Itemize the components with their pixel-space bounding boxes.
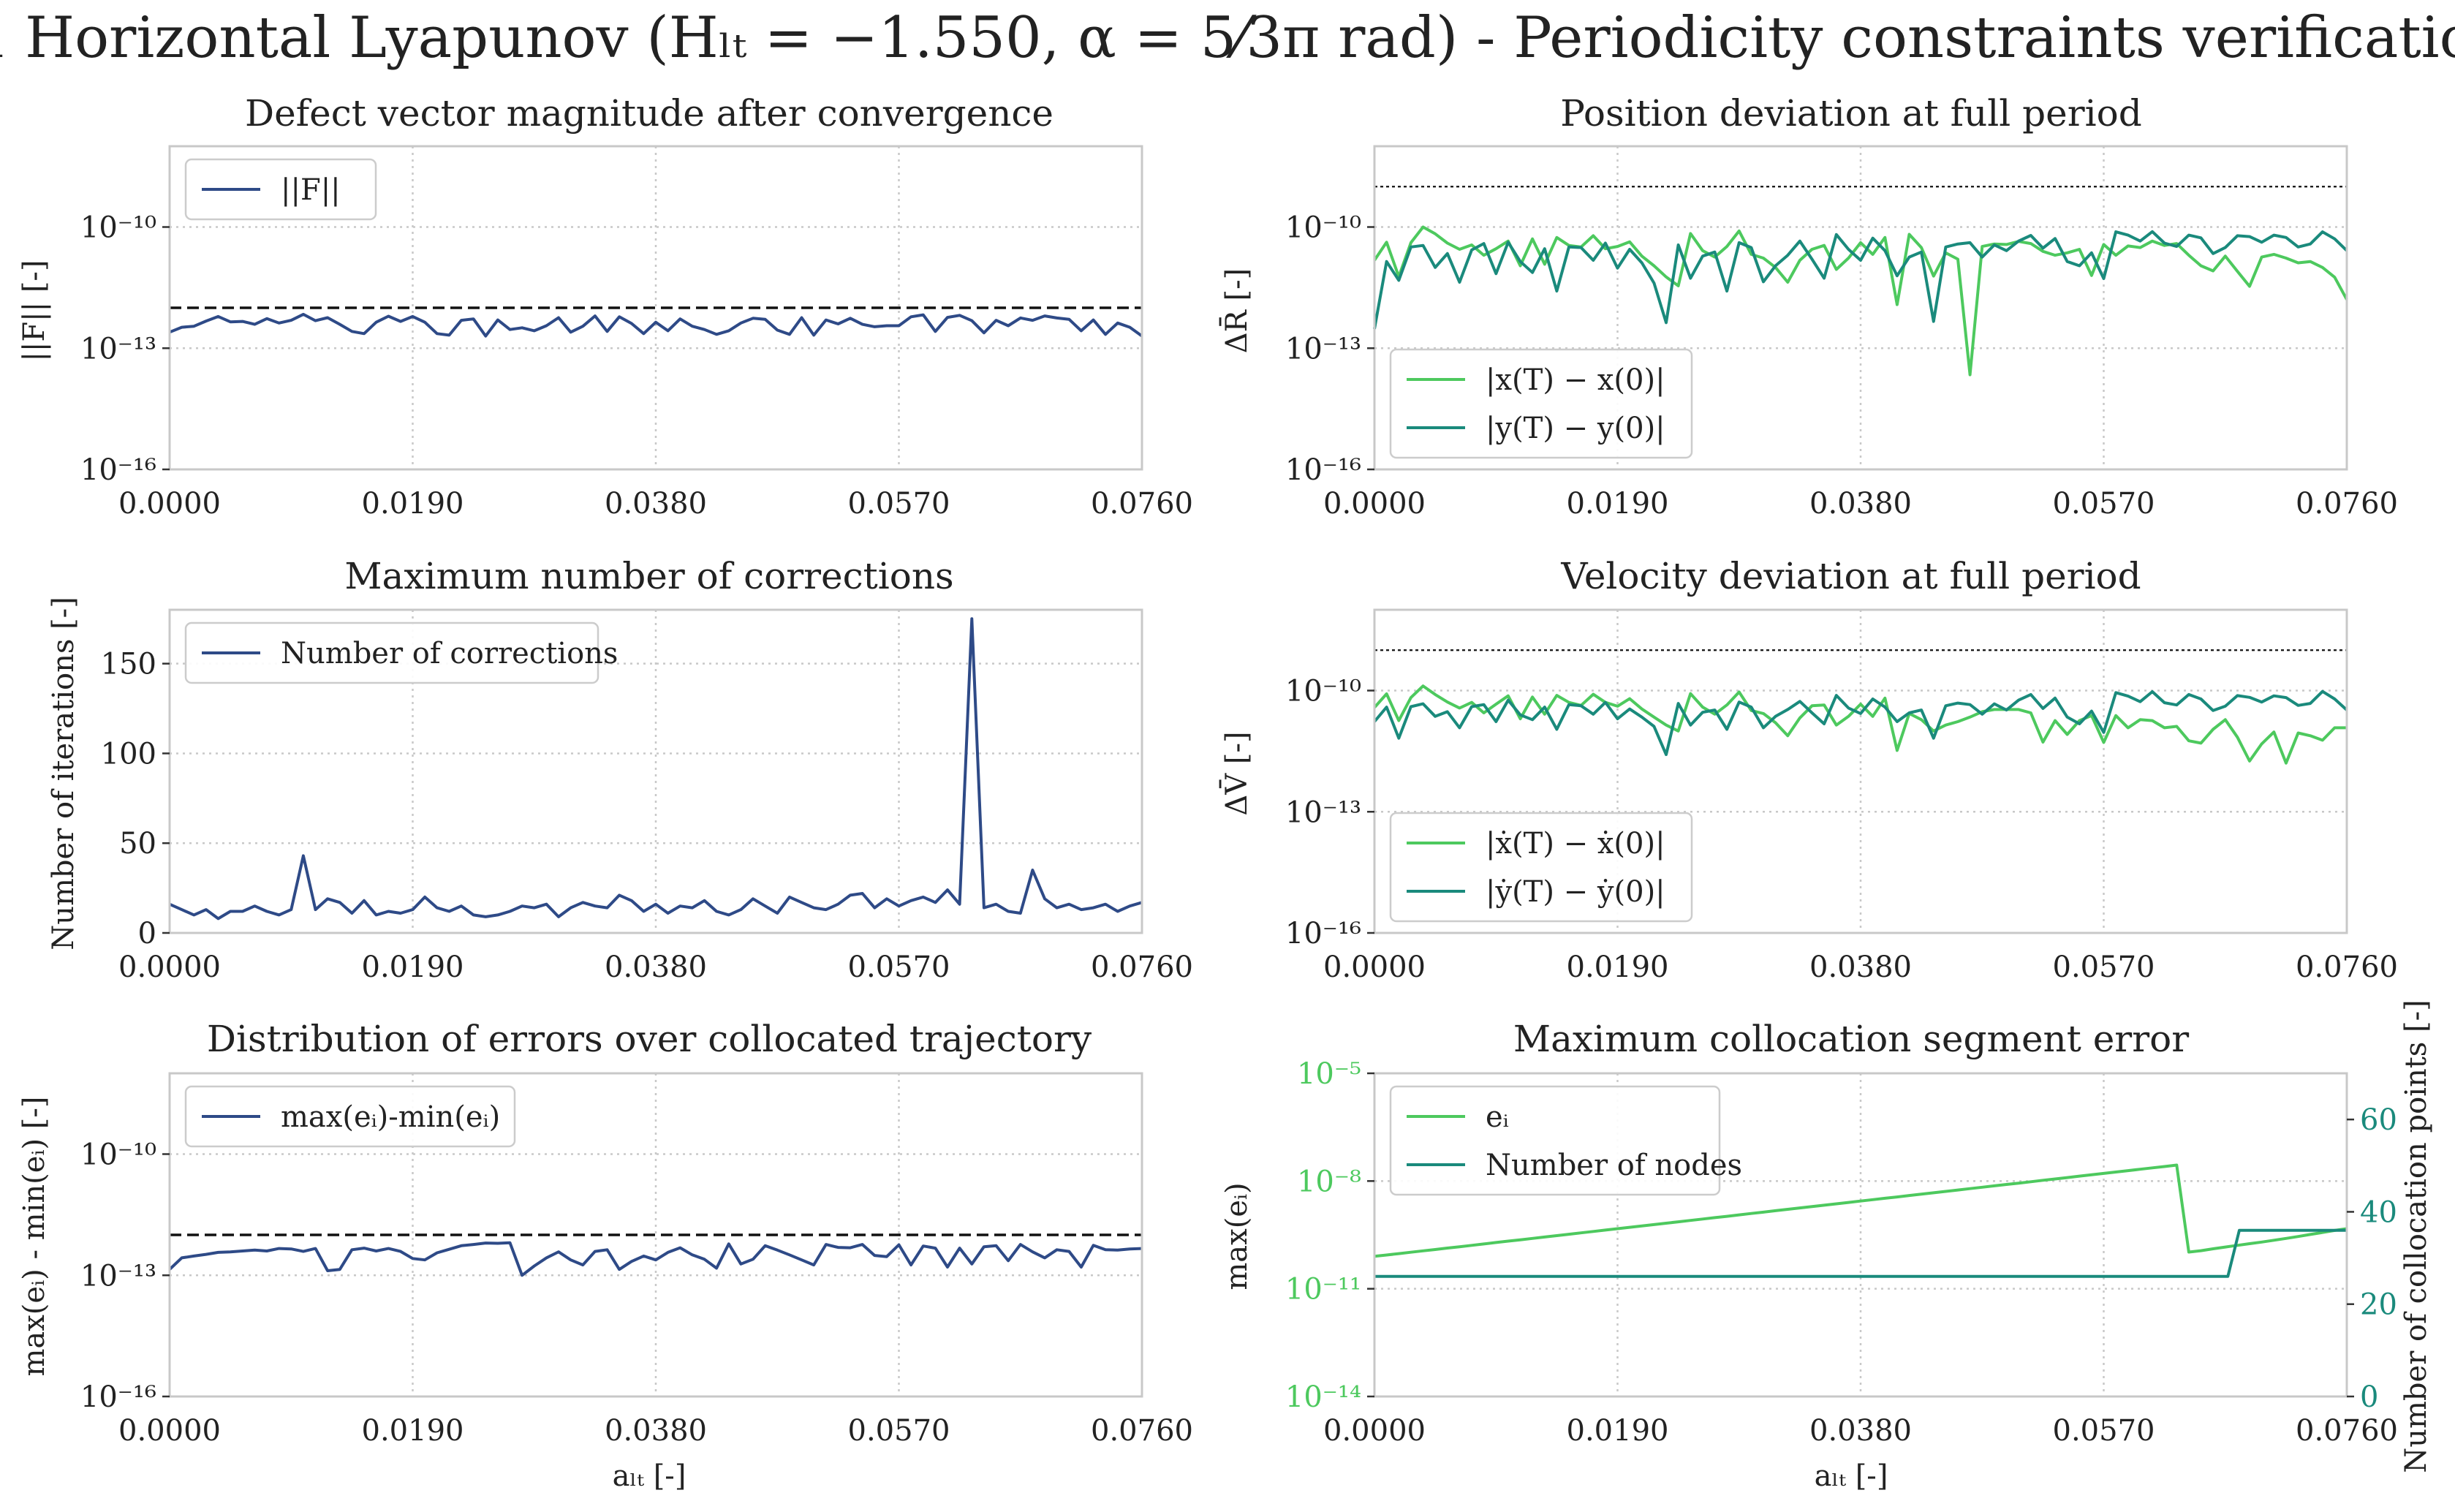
legend-label: ||F|| [281,173,341,207]
x-tick-label: 0.0190 [362,950,464,984]
x-tick-label: 0.0380 [1809,950,1912,984]
x-tick-label: 0.0570 [848,1414,950,1448]
y2-tick-label: 20 [2360,1288,2397,1322]
x-tick-label: 0.0190 [362,1414,464,1448]
y-tick-label: 10⁻¹³ [1285,795,1361,829]
x-tick-label: 0.0570 [2053,950,2155,984]
legend-label: |ẏ(T) − ẏ(0)| [1486,875,1665,909]
legend-label: max(eᵢ)-min(eᵢ) [281,1100,500,1134]
y-tick-label: 100 [101,737,156,771]
y-tick-label: 10⁻¹⁰ [1285,211,1361,245]
y-tick-label: 10⁻⁵ [1297,1057,1361,1091]
y-tick-label: 10⁻⁸ [1297,1165,1361,1198]
y-tick-label: 0 [138,917,156,950]
panel-title: Position deviation at full period [1560,92,2142,135]
legend-label: eᵢ [1486,1100,1509,1134]
x-tick-label: 0.0380 [1809,487,1912,521]
y2-axis-label: Number of collocation points [-] [2399,999,2433,1473]
x-tick-label: 0.0570 [848,487,950,521]
y2-tick-label: 40 [2360,1195,2397,1229]
x-tick-label: 0.0760 [2296,487,2398,521]
y2-tick-label: 60 [2360,1103,2397,1137]
y-tick-label: 10⁻¹⁶ [1285,453,1361,487]
y-tick-label: 10⁻¹¹ [1285,1273,1361,1307]
y-tick-label: 10⁻¹⁰ [80,1138,156,1172]
y2-tick-label: 0 [2360,1380,2378,1414]
x-tick-label: 0.0380 [605,1414,707,1448]
y-tick-label: 150 [101,648,156,681]
x-tick-label: 0.0190 [1567,950,1669,984]
x-tick-label: 0.0380 [605,487,707,521]
x-tick-label: 0.0000 [1323,950,1426,984]
figure-suptitle: L₁ Horizontal Lyapunov (Hₗₜ = −1.550, α … [0,5,2455,71]
y-tick-label: 10⁻¹⁶ [1285,917,1361,950]
x-tick-label: 0.0570 [848,950,950,984]
legend-label: Number of corrections [281,637,618,670]
y-tick-label: 10⁻¹⁰ [1285,675,1361,708]
x-tick-label: 0.0760 [1091,1414,1193,1448]
y-tick-label: 10⁻¹⁶ [80,1380,156,1414]
x-tick-label: 0.0760 [1091,487,1193,521]
x-axis-label: aₗₜ [-] [613,1459,686,1493]
y-axis-label: ||F|| [-] [18,260,51,361]
x-tick-label: 0.0000 [118,950,221,984]
x-tick-label: 0.0760 [2296,1414,2398,1448]
x-tick-label: 0.0190 [1567,1414,1669,1448]
y-tick-label: 10⁻¹³ [80,332,156,366]
y-tick-label: 10⁻¹⁰ [80,211,156,245]
y-tick-label: 10⁻¹³ [1285,332,1361,366]
legend-label: |ẋ(T) − ẋ(0)| [1486,827,1665,861]
x-tick-label: 0.0190 [362,487,464,521]
x-tick-label: 0.0190 [1567,487,1669,521]
panel-title: Velocity deviation at full period [1560,555,2141,597]
y-axis-label: Number of iterations [-] [47,597,80,950]
y-axis-label: max(eᵢ) [1220,1182,1254,1290]
x-tick-label: 0.0000 [1323,487,1426,521]
panel-title: Maximum collocation segment error [1513,1018,2189,1060]
x-axis-label: aₗₜ [-] [1815,1459,1888,1493]
x-tick-label: 0.0000 [1323,1414,1426,1448]
x-tick-label: 0.0760 [2296,950,2398,984]
x-tick-label: 0.0380 [1809,1414,1912,1448]
x-tick-label: 0.0570 [2053,1414,2155,1448]
x-tick-label: 0.0380 [605,950,707,984]
x-tick-label: 0.0000 [118,1414,221,1448]
x-tick-label: 0.0760 [1091,950,1193,984]
y-tick-label: 10⁻¹⁴ [1285,1380,1361,1414]
x-tick-label: 0.0000 [118,487,221,521]
panel-title: Maximum number of corrections [344,555,953,597]
legend-label: |y(T) − y(0)| [1486,412,1665,445]
x-tick-label: 0.0570 [2053,487,2155,521]
panel-title: Defect vector magnitude after convergenc… [245,92,1054,135]
y-tick-label: 10⁻¹³ [80,1259,156,1293]
y-axis-label: ΔR̄ [-] [1219,268,1254,353]
legend-label: |x(T) − x(0)| [1486,363,1665,397]
y-axis-label: ΔV̄ [-] [1219,731,1254,815]
panel-title: Distribution of errors over collocated t… [207,1018,1092,1060]
legend-label: Number of nodes [1486,1149,1742,1182]
y-tick-label: 50 [119,827,156,861]
y-tick-label: 10⁻¹⁶ [80,453,156,487]
y-axis-label: max(eᵢ) - min(eᵢ) [-] [18,1096,51,1376]
